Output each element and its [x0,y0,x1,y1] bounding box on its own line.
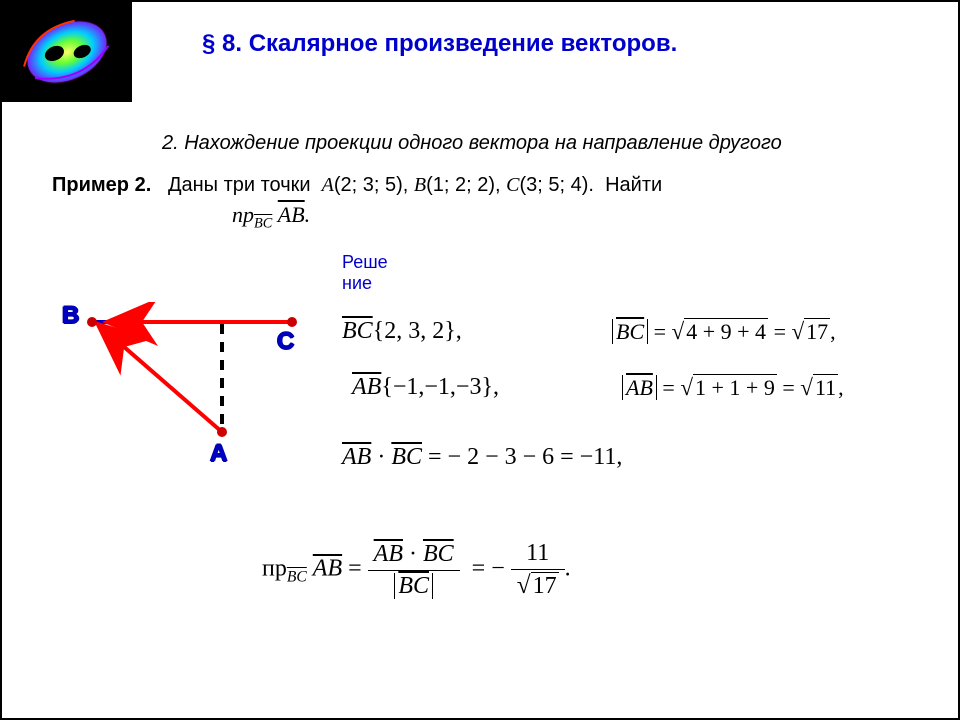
point-c [287,317,297,327]
example-label: Пример 2. [52,174,151,196]
torus-icon [12,7,122,97]
subtitle: 2. Нахождение проекции одного вектора на… [162,132,782,155]
ab-coords: AB{−1,−1,−3}, [352,374,499,401]
solution-label: Реше ние [342,252,402,294]
example-line: Пример 2. Даны три точки A(2; 3; 5), B(1… [52,174,662,197]
label-c: C [277,328,294,356]
slide: § 8. Скалярное произведение векторов. 2.… [0,0,960,720]
vector-diagram: B C A [32,302,322,482]
page-title: § 8. Скалярное произведение векторов. [202,30,677,58]
dot-product: AB · BC = − 2 − 3 − 6 = −11, [342,444,622,471]
label-a: A [210,440,227,468]
example-text: Даны три точки A(2; 3; 5), B(1; 2; 2), C… [157,174,662,196]
proj-expression: прBC AB. [232,202,310,232]
point-b [87,317,97,327]
bc-magnitude: BC = 4 + 9 + 4 = 17, [612,318,836,345]
ab-magnitude: AB = 1 + 1 + 9 = 11, [622,374,844,401]
point-a [217,427,227,437]
final-formula: прBC AB = AB · BC BC = − 11 17 . [262,540,571,600]
bc-coords: BC{2, 3, 2}, [342,318,462,345]
arrow-ab [100,326,222,432]
label-b: B [62,302,79,330]
logo-box [2,2,132,102]
